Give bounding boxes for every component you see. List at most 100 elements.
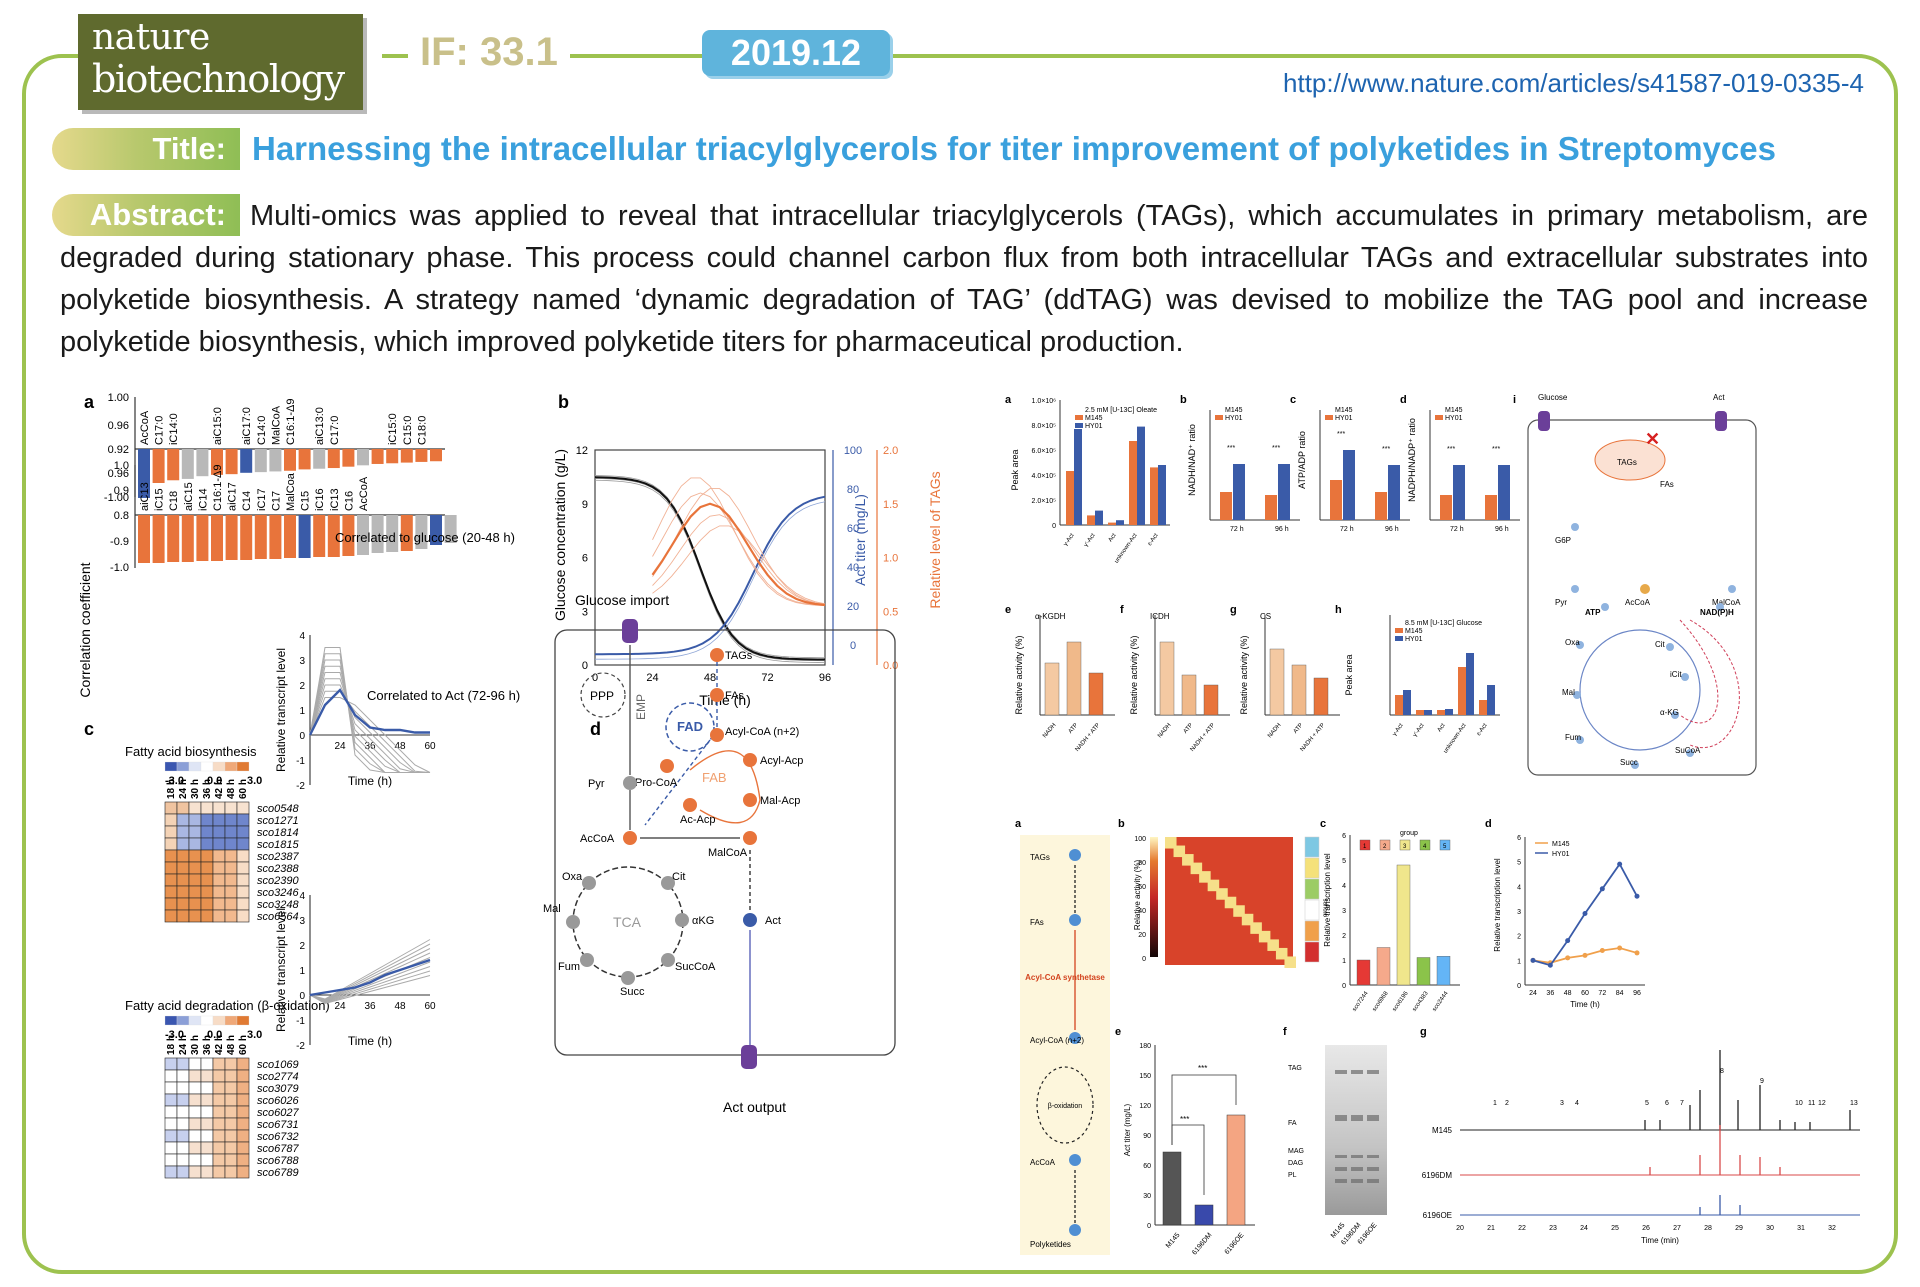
fig1c-line-gene (309, 975, 431, 1005)
fig1c-heat-cell (236, 1153, 250, 1167)
fig1c-gene-label: sco1069 (257, 1059, 299, 1071)
fig1c-heat-cell (212, 1117, 226, 1131)
fig1b-mid-tick: 100 (844, 445, 862, 457)
abstract-label: Abstract: (52, 194, 240, 236)
fig3g-peak-label: 8 (1720, 1068, 1724, 1075)
article-url[interactable]: http://www.nature.com/articles/s41587-01… (1283, 68, 1864, 98)
fig3c-legend-text: 2 (1383, 844, 1387, 850)
fig1c-heat-cell (164, 1093, 178, 1107)
fig3b-tick: 100 (1134, 836, 1146, 843)
fig1c-heat-cell (224, 813, 238, 827)
fig3-panel-label: c (1320, 818, 1326, 830)
fig3b-diag-cell (1190, 862, 1203, 875)
fig1c-line-gene (309, 678, 430, 773)
fig2i-inhibition-arc (1689, 619, 1740, 748)
fig1c-heat-cell (224, 1057, 238, 1071)
fig1c-heat-cell (188, 1057, 202, 1071)
fig2i-node (1671, 711, 1679, 719)
fig1c-gene-label: sco6787 (257, 1143, 299, 1155)
fig3e-bar (1194, 1204, 1214, 1226)
fig2a-bar (1087, 515, 1095, 525)
fig1c-heat-cell (176, 1165, 190, 1179)
fig1c-time-label: 24 h (178, 1035, 189, 1055)
fig2-sig: *** (1447, 446, 1455, 453)
fig1b-act-curve (594, 495, 826, 656)
fig1c-heat-cell (200, 1093, 214, 1107)
fig3b-diag-cell (1275, 947, 1288, 960)
fig1c-heat-cell (212, 837, 226, 851)
fig1c-heat-cell (164, 1153, 178, 1167)
fig3g-peak-label: 10 (1795, 1100, 1803, 1107)
fig1c-gene-label: sco6564 (257, 911, 299, 923)
fig2h-bar (1416, 710, 1424, 715)
fig3g-xtick: 23 (1549, 1225, 1557, 1232)
fig1d-node-label: Mal (543, 903, 561, 915)
fig1c-heat-cell (176, 1081, 190, 1095)
fig3b-tick: 40 (1138, 908, 1146, 915)
fig1c-line-xlabel: Time (h) (348, 1034, 392, 1048)
fig1c-heat-cell (164, 1141, 178, 1155)
fig3f-band (1367, 1115, 1379, 1121)
fig1c-label: c (84, 719, 94, 739)
fig2a-tick: 2.0×10⁵ (1031, 498, 1056, 505)
fig1c-degradation-title: Fatty acid degradation (β-oxidation) (125, 998, 330, 1013)
fig1c-heat-cell (236, 873, 250, 887)
fig1a-bottom-bar (371, 515, 384, 553)
fig2i-node (1573, 691, 1581, 699)
fig1b-chart: 0 24 48 72 96 0 3 6 9 12 0 20 40 60 80 100 0.0 0.5 1.0 1.5 2… (576, 445, 899, 684)
fig2-legend-swatch (1324, 406, 1334, 413)
fig1c-heat-cell (224, 825, 238, 839)
fig2a-tick: 8.0×10⁵ (1031, 423, 1056, 430)
fig2a-tick: 1.0×10⁶ (1032, 398, 1057, 405)
fig1a-bottom-bar (298, 515, 311, 558)
fig3c-bar (1376, 947, 1391, 986)
fig1a-top-bar (400, 449, 413, 463)
fig1b-left-tick: 0 (582, 660, 588, 672)
fig1c-heat-cell (236, 1105, 250, 1119)
fig1a-top-category: iC15:0 (387, 413, 399, 445)
fig2a-category: Act (1108, 532, 1118, 543)
fig1c-line-xtick: 24 (334, 741, 346, 752)
fig1c-heat-cell (188, 1141, 202, 1155)
fig3d-point (1565, 938, 1571, 944)
fig1d-node-label: Acyl-CoA (n+2) (725, 726, 799, 738)
fig1a-top-tick: 0.96 (108, 468, 129, 480)
fig3d-xtick: 84 (1616, 990, 1624, 997)
fig1a-bottom-bar (138, 515, 150, 563)
fig1d-node (743, 913, 757, 927)
fig3b-tick: 20 (1138, 932, 1146, 939)
fig1a-top-category: aiC17:0 (241, 407, 253, 445)
fig3c-category: sco7244 (1352, 990, 1370, 1013)
fig1a-label: a (84, 392, 95, 412)
fig3f-band (1335, 1167, 1347, 1171)
fig1c-heat-cell (236, 1057, 250, 1071)
fig2-legend-swatch (1215, 415, 1223, 420)
fig1c-heat-cell (224, 1129, 238, 1143)
fig2-ratio-bar (1498, 465, 1510, 520)
fig1c-heat-cell (212, 825, 226, 839)
fig3b-diag-cell (1199, 871, 1211, 883)
publication-date: 2019.12 (702, 30, 890, 76)
fig1d-fad-label: FAD (677, 719, 703, 734)
fig2-legend-text: 2.5 mM [U-13C] Oleate (1085, 407, 1157, 414)
fig1c-line-xtick: 60 (424, 741, 436, 752)
fig1a-top-category: C17:0 (329, 416, 341, 445)
fig2i-node-label: NAD(P)H (1700, 608, 1734, 617)
fig1c-heat-cell (164, 825, 178, 839)
fig1c-heat-cell (188, 909, 202, 923)
fig1c-line-xtick: 24 (334, 1001, 346, 1012)
fig2a-category: unknown-Act (1114, 532, 1139, 564)
fig3g-trace-label: 6196DM (1422, 1171, 1453, 1180)
fig3a-node-label: FAs (1030, 918, 1044, 927)
fig1c-heat-cell (188, 1129, 202, 1143)
fig1a-top-category: iC14:0 (168, 413, 180, 445)
fig1a-bottom-tick: -1.0 (110, 562, 129, 574)
fig2i-node-label: Succ (1620, 758, 1638, 767)
fig3d-tick: 4 (1517, 884, 1521, 891)
fig1c-heat-cell (236, 1141, 250, 1155)
fig1a-top-category: aiC13:0 (314, 407, 326, 445)
fig3f-band (1367, 1070, 1379, 1074)
fig1c-heat-cell (164, 849, 178, 863)
fig1c-heat-cell (176, 837, 190, 851)
fig3g-xtick: 20 (1456, 1225, 1464, 1232)
